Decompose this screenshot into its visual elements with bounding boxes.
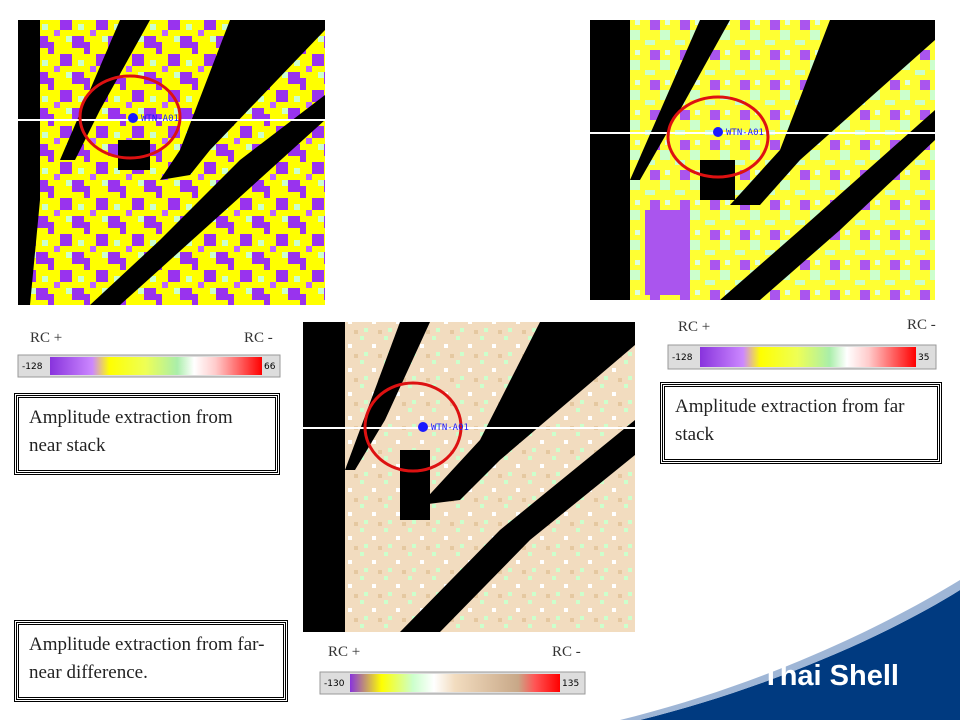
scale-bar xyxy=(700,347,916,367)
map-band xyxy=(303,322,345,632)
map-band xyxy=(590,20,630,300)
caption-box: Amplitude extraction from far-near diffe… xyxy=(14,620,288,702)
well-label: WTN-A01 xyxy=(431,423,469,433)
highlight-circle xyxy=(363,381,463,473)
map-band xyxy=(160,20,325,180)
difference-scale: RC + RC - -130 135 xyxy=(319,644,586,695)
well-marker xyxy=(418,422,428,432)
near-map: WTN-A01 xyxy=(18,20,325,305)
near-scale: RC + RC - -128 66 xyxy=(17,330,281,378)
highlight-circle xyxy=(666,95,770,179)
scale-max: 135 xyxy=(562,679,579,689)
scale-left-label: RC + xyxy=(30,330,62,346)
scale-right-label: RC - xyxy=(244,330,273,346)
scale-bar xyxy=(350,674,560,692)
map-band xyxy=(18,20,40,305)
caption-box: Amplitude extraction from near stack xyxy=(14,393,280,475)
scale-min: -128 xyxy=(672,353,693,363)
footer-swoosh xyxy=(640,590,960,720)
map-band xyxy=(90,95,325,305)
scale-min: -128 xyxy=(22,362,43,372)
scale-right-label: RC - xyxy=(907,317,936,333)
scale-min: -130 xyxy=(324,679,345,689)
well-marker xyxy=(713,127,723,137)
map-band xyxy=(400,420,635,632)
caption-box: Amplitude extraction from far stack xyxy=(660,382,942,464)
brand: Thai Shell xyxy=(762,660,899,692)
scale-left-label: RC + xyxy=(328,644,360,660)
scale-max: 66 xyxy=(264,362,276,372)
well-label: WTN-A01 xyxy=(726,128,764,138)
map-band xyxy=(630,20,730,180)
map-band xyxy=(420,322,635,505)
difference-map: WTN-A01 xyxy=(303,322,635,632)
far-map: WTN-A01 xyxy=(590,20,935,300)
scale-right-label: RC - xyxy=(552,644,581,660)
map-band xyxy=(60,20,150,160)
scale-left-label: RC + xyxy=(678,319,710,335)
map-band xyxy=(400,450,430,520)
well-marker xyxy=(128,113,138,123)
far-scale: RC + RC - -128 35 xyxy=(667,317,937,370)
map-patch xyxy=(645,210,690,295)
scale-max: 35 xyxy=(918,353,929,363)
map-band xyxy=(700,160,735,200)
well-label: WTN-A01 xyxy=(141,114,179,124)
map-band xyxy=(730,20,935,205)
map-band xyxy=(118,140,150,170)
scale-bar xyxy=(50,357,262,375)
highlight-circle xyxy=(78,74,182,160)
